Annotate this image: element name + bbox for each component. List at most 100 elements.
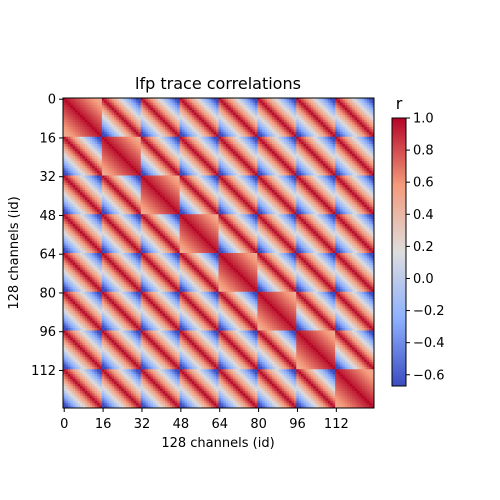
heatmap-cell: [87, 190, 91, 193]
heatmap-cell: [167, 102, 171, 106]
heatmap-cell: [201, 153, 205, 157]
heatmap-cell: [250, 102, 253, 106]
heatmap-cell: [199, 175, 202, 179]
heatmap-cell: [271, 170, 275, 174]
heatmap-cell: [335, 156, 338, 159]
heatmap-cell: [177, 102, 180, 106]
heatmap-cell: [92, 158, 95, 162]
heatmap-cell: [143, 136, 146, 140]
heatmap-cell: [330, 153, 334, 157]
heatmap-cell: [223, 146, 227, 150]
heatmap-cell: [305, 168, 309, 172]
heatmap-cell: [114, 180, 117, 184]
heatmap-cell: [182, 100, 185, 104]
heatmap-cell: [199, 98, 202, 101]
heatmap-cell: [104, 160, 108, 164]
heatmap-cell: [172, 122, 176, 125]
heatmap-cell: [145, 151, 149, 155]
heatmap-cell: [160, 156, 163, 159]
heatmap-cell: [369, 134, 372, 138]
heatmap-cell: [143, 170, 146, 174]
heatmap-cell: [182, 148, 185, 152]
heatmap-cell: [111, 105, 115, 109]
heatmap-cell: [87, 112, 91, 116]
heatmap-cell: [354, 110, 358, 113]
heatmap-cell: [339, 175, 343, 179]
heatmap-cell: [201, 114, 205, 118]
heatmap-cell: [322, 107, 326, 111]
heatmap-cell: [206, 127, 210, 130]
heatmap-cell: [347, 98, 351, 101]
heatmap-cell: [296, 182, 300, 186]
heatmap-cell: [191, 102, 195, 106]
heatmap-cell: [254, 177, 258, 181]
heatmap-cell: [262, 146, 266, 150]
heatmap-cell: [126, 187, 129, 191]
heatmap-cell: [80, 185, 83, 188]
heatmap-cell: [293, 136, 297, 140]
heatmap-cell: [216, 182, 219, 186]
heatmap-cell: [225, 144, 229, 147]
heatmap-cell: [160, 177, 163, 181]
heatmap-cell: [97, 141, 100, 145]
heatmap-cell: [80, 182, 83, 186]
heatmap-cell: [330, 146, 334, 150]
heatmap-cell: [335, 124, 338, 128]
heatmap-cell: [327, 136, 331, 140]
heatmap-cell: [332, 180, 336, 184]
heatmap-cell: [220, 190, 224, 193]
heatmap-cell: [364, 98, 368, 101]
heatmap-cell: [293, 127, 297, 130]
heatmap-cell: [82, 131, 86, 135]
heatmap-cell: [82, 187, 86, 191]
heatmap-cell: [310, 105, 314, 109]
heatmap-cell: [80, 107, 83, 111]
heatmap-cell: [318, 148, 321, 152]
heatmap-cell: [89, 129, 93, 133]
heatmap-cell: [109, 148, 112, 152]
heatmap-cell: [257, 165, 261, 169]
heatmap-cell: [254, 156, 258, 159]
heatmap-cell: [109, 146, 112, 150]
heatmap-cell: [269, 177, 273, 181]
heatmap-cell: [301, 134, 304, 138]
heatmap-cell: [310, 141, 314, 145]
heatmap-cell: [344, 163, 348, 167]
heatmap-cell: [106, 117, 110, 121]
heatmap-cell: [133, 105, 137, 109]
heatmap-cell: [87, 177, 91, 181]
heatmap-cell: [172, 110, 176, 113]
heatmap-cell: [126, 144, 129, 147]
heatmap-cell: [208, 100, 212, 104]
heatmap-cell: [291, 158, 295, 162]
heatmap-cell: [211, 170, 214, 174]
heatmap-cell: [145, 190, 149, 193]
heatmap-cell: [354, 190, 358, 193]
heatmap-cell: [148, 190, 151, 193]
heatmap-cell: [67, 141, 71, 145]
heatmap-cell: [356, 110, 360, 113]
heatmap-cell: [279, 163, 283, 167]
heatmap-cell: [339, 134, 343, 138]
heatmap-cell: [313, 114, 317, 118]
heatmap-cell: [186, 173, 190, 176]
heatmap-cell: [254, 134, 258, 138]
heatmap-cell: [269, 146, 273, 150]
heatmap-cell: [206, 165, 210, 169]
heatmap-cell: [349, 144, 353, 147]
heatmap-cell: [116, 173, 120, 176]
heatmap-cell: [276, 127, 280, 130]
heatmap-cell: [67, 98, 71, 101]
heatmap-cell: [196, 134, 200, 138]
heatmap-cell: [254, 127, 258, 130]
heatmap-cell: [240, 187, 244, 191]
heatmap-cell: [364, 177, 368, 181]
heatmap-cell: [77, 110, 81, 113]
heatmap-cell: [269, 98, 273, 101]
heatmap-cell: [361, 100, 365, 104]
heatmap-cell: [208, 187, 212, 191]
heatmap-cell: [315, 139, 319, 142]
heatmap-cell: [225, 100, 229, 104]
heatmap-cell: [257, 107, 261, 111]
heatmap-cell: [356, 177, 360, 181]
